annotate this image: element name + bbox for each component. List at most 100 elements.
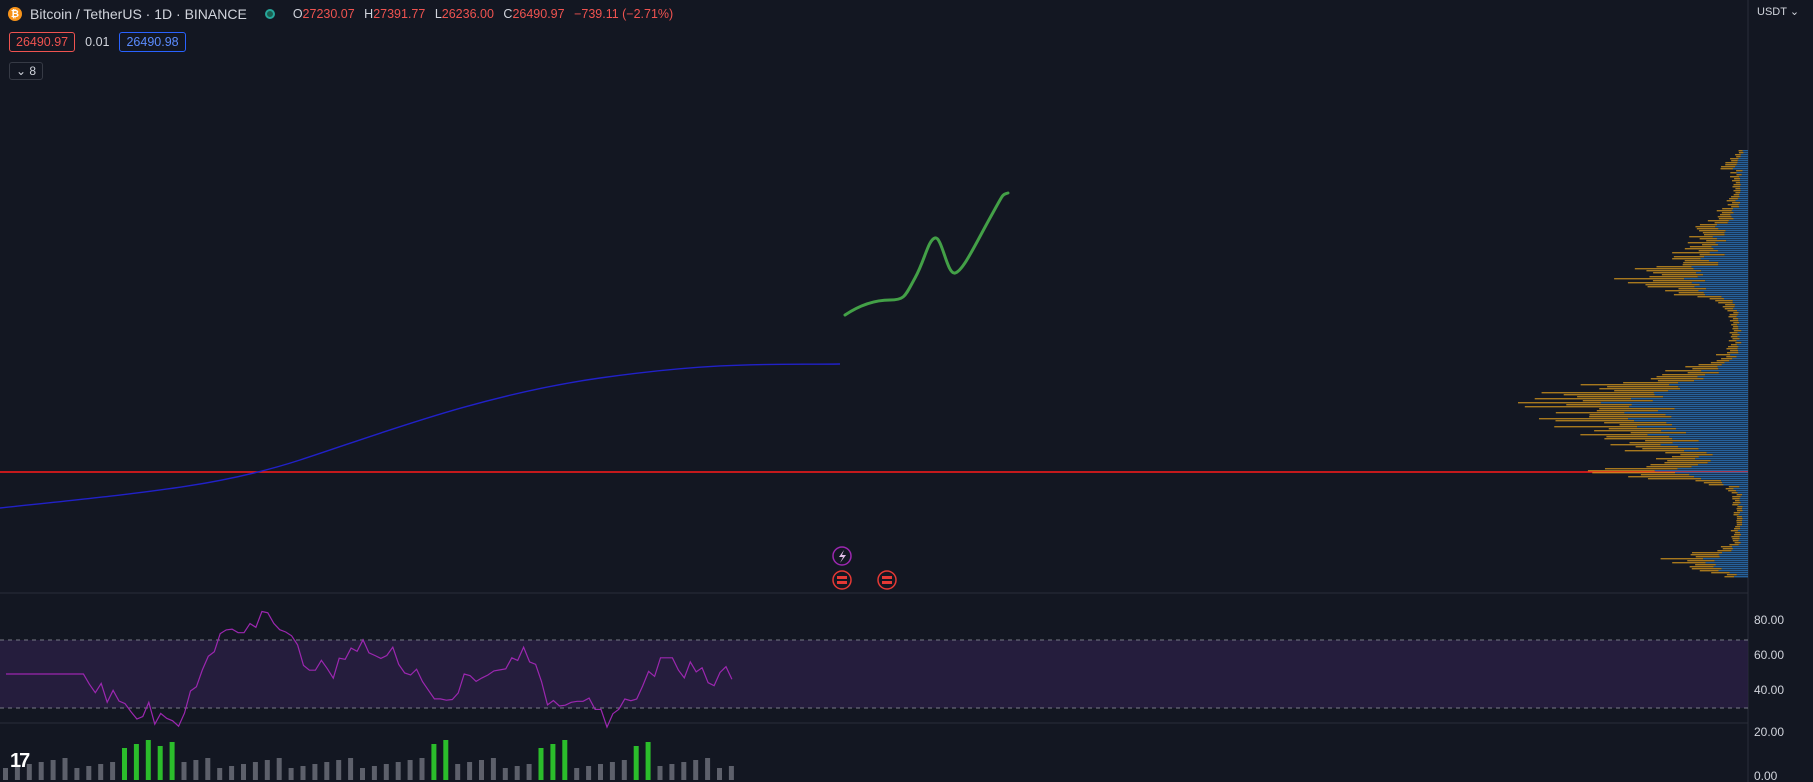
profile-bar	[1734, 542, 1741, 544]
volume-bar	[407, 760, 413, 780]
profile-bar	[1654, 470, 1748, 472]
volume-bar	[122, 748, 127, 780]
volume-bar	[157, 746, 163, 780]
profile-bar	[1726, 352, 1739, 354]
profile-bar	[1733, 184, 1741, 186]
profile-bar	[1728, 490, 1737, 492]
profile-bar	[1737, 530, 1748, 532]
profile-bar	[1726, 200, 1736, 202]
profile-bar	[1623, 382, 1678, 384]
profile-bar	[1660, 444, 1748, 446]
profile-bar	[1714, 560, 1748, 562]
bitcoin-icon: ₿	[8, 7, 22, 21]
profile-bar	[1742, 516, 1748, 518]
rsi-pane	[0, 610, 1748, 729]
profile-bar	[1733, 488, 1748, 490]
profile-bar	[1737, 510, 1743, 512]
profile-bar	[1704, 256, 1748, 258]
profile-bar	[1624, 450, 1685, 452]
profile-bar	[1699, 570, 1719, 572]
profile-bar	[1736, 174, 1742, 176]
indicators-toggle-button[interactable]: ⌄ 8	[9, 62, 44, 80]
profile-bar	[1671, 456, 1699, 458]
profile-bar	[1742, 506, 1748, 508]
flag-stripe	[882, 576, 892, 579]
profile-bar	[1721, 480, 1748, 482]
profile-bar	[1738, 326, 1748, 328]
profile-bar	[1741, 174, 1748, 176]
profile-bar	[1743, 152, 1748, 154]
profile-bar	[1656, 266, 1692, 268]
profile-bar	[1740, 534, 1748, 536]
volume-bar	[264, 760, 270, 780]
price-axis[interactable]: 34000.0033000.0032000.0031000.0030000.00…	[1750, 0, 1810, 782]
horizontal-levels[interactable]	[0, 0, 1748, 473]
profile-bar	[1736, 170, 1743, 172]
profile-bar	[1707, 220, 1729, 222]
volume-bar	[705, 758, 711, 780]
volume-bar	[181, 762, 187, 780]
profile-bar	[1733, 514, 1739, 516]
volume-bar	[538, 748, 544, 780]
volume-bar	[645, 742, 651, 780]
volume-bar	[38, 762, 44, 780]
profile-bar	[1703, 274, 1748, 276]
flag-stripe	[837, 576, 847, 579]
symbol-header[interactable]: ₿ Bitcoin / TetherUS · 1D · BINANCE O272…	[8, 6, 679, 22]
symbol-title[interactable]: Bitcoin / TetherUS · 1D · BINANCE	[30, 6, 247, 22]
profile-bar	[1587, 470, 1655, 472]
profile-bar	[1739, 338, 1748, 340]
profile-bar	[1725, 162, 1738, 164]
profile-bar	[1734, 576, 1748, 578]
profile-bar	[1732, 180, 1740, 182]
profile-bar	[1742, 494, 1748, 496]
profile-bar	[1725, 488, 1734, 490]
currency-selector[interactable]: USDT ⌄	[1757, 6, 1800, 18]
profile-bar	[1731, 196, 1740, 198]
profile-bar	[1647, 286, 1695, 288]
profile-bar	[1722, 552, 1748, 554]
sell-button[interactable]: 26490.97	[9, 32, 76, 52]
profile-bar	[1589, 414, 1666, 416]
profile-bar	[1708, 484, 1724, 486]
profile-bar	[1701, 370, 1748, 372]
profile-bar	[1695, 480, 1722, 482]
profile-bar	[1717, 216, 1732, 218]
profile-bar	[1652, 400, 1748, 402]
lightning-bolt	[839, 550, 846, 563]
profile-bar	[1680, 454, 1713, 456]
market-status-icon[interactable]	[264, 9, 275, 19]
profile-bar	[1631, 404, 1748, 406]
profile-bar	[1732, 202, 1741, 204]
profile-bar	[1647, 478, 1701, 480]
profile-bar	[1737, 336, 1748, 338]
profile-bar	[1738, 540, 1748, 542]
projection-drawing[interactable]	[843, 191, 1010, 317]
profile-bar	[1691, 282, 1748, 284]
profile-bar	[1731, 206, 1740, 208]
profile-bar	[1719, 556, 1748, 558]
profile-bar	[1518, 402, 1601, 404]
price-change: −739.11 (−2.71%)	[574, 7, 674, 21]
profile-bar	[1741, 342, 1748, 344]
volume-bar	[586, 766, 592, 780]
volume-bar	[62, 758, 68, 780]
profile-bar	[1726, 574, 1737, 576]
profile-bar	[1703, 292, 1748, 294]
profile-bar	[1732, 358, 1748, 360]
profile-bar	[1717, 224, 1748, 226]
volume-bar	[300, 766, 306, 780]
events[interactable]	[832, 546, 897, 590]
profile-bar	[1732, 504, 1739, 506]
profile-bar	[1629, 442, 1673, 444]
profile-bar	[1716, 354, 1731, 356]
profile-bar	[1742, 170, 1748, 172]
profile-bar	[1741, 330, 1748, 332]
profile-bar	[1733, 322, 1740, 324]
buy-button[interactable]: 26490.98	[119, 32, 186, 52]
profile-bar	[1721, 212, 1734, 214]
profile-bar	[1739, 334, 1748, 336]
profile-bar	[1677, 382, 1748, 384]
profile-bar	[1716, 238, 1748, 240]
